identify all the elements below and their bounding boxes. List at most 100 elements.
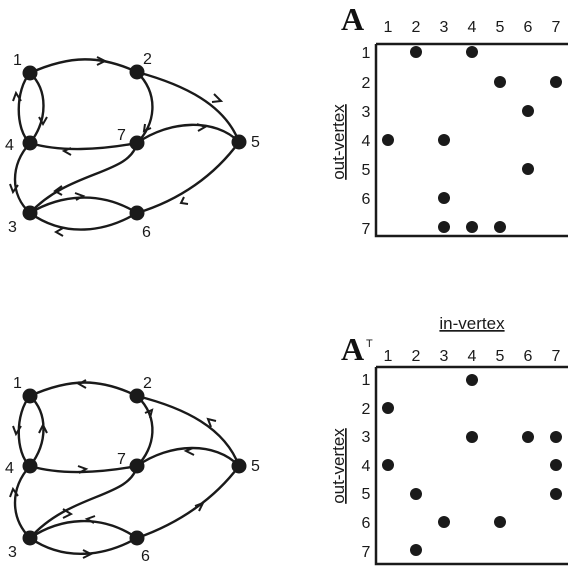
top-matrix-entry-r7-c3 [438,221,450,233]
bottom-edge-4-3 [13,465,31,539]
top-edge-7-4 [29,141,138,151]
bottom-edge-2-7 [136,395,154,467]
bottom-matrix-entry-r5-c7 [550,488,562,500]
top-col-label: 6 [524,19,533,36]
bottom-graph-arrowheads [9,379,217,559]
top-node-6 [129,205,145,221]
bottom-node-label-1: 1 [13,375,22,392]
top-col-label: 2 [412,19,421,36]
bottom-row-labels: 1 2 3 4 5 6 7 [362,372,371,561]
top-edge-1-4 [17,72,31,144]
top-node-5 [231,134,247,150]
top-node-3 [22,205,38,221]
bottom-matrix-entry-r3-c7 [550,431,562,443]
top-row-label: 7 [362,221,371,238]
top-matrix-entry-r6-c3 [438,192,450,204]
bottom-matrix-entry-r1-c4 [466,374,478,386]
top-row-label: 1 [362,45,371,62]
bottom-edge-3-6-lower [29,536,138,556]
bottom-node-1 [22,388,38,404]
bottom-edge-2-5 [136,394,241,467]
top-matrix: A 1 2 3 4 5 6 7 1 2 3 4 5 6 7 out-vertex [329,1,568,238]
bottom-col-header-label: in-vertex [439,314,505,333]
top-matrix-entry-r7-c4 [466,221,478,233]
bottom-node-label-2: 2 [143,375,152,392]
bottom-edge-5-6 [136,465,240,540]
bottom-node-5 [231,458,247,474]
top-node-label-2: 2 [143,51,152,68]
bottom-matrix-superscript: T [366,338,373,350]
bottom-col-label: 1 [384,348,393,365]
bottom-edge-6-3-upper [29,519,138,539]
top-matrix-entry-r2-c7 [550,76,562,88]
bottom-matrix-entry-r6-c5 [494,516,506,528]
bottom-node-label-6: 6 [141,548,150,565]
bottom-edge-1-2 [29,381,138,398]
top-node-label-4: 4 [5,137,14,154]
bottom-matrix-entry-r2-c1 [382,402,394,414]
top-edge-4-1 [29,72,45,144]
bottom-col-label: 6 [524,348,533,365]
bottom-node-label-7: 7 [117,451,126,468]
bottom-matrix: in-vertex A T 1 2 3 4 5 6 7 1 2 3 4 5 6 … [329,314,568,566]
top-node-label-5: 5 [251,134,260,151]
bottom-graph [13,381,241,556]
top-matrix-frame [374,42,568,238]
top-nodes [22,64,247,221]
bottom-nodes [22,388,247,546]
top-col-labels: 1 2 3 4 5 6 7 [384,19,561,36]
bottom-node-label-4: 4 [5,460,14,477]
bottom-node-3 [22,530,38,546]
bottom-edge-4-1 [29,395,45,467]
bottom-matrix-entry-r3-c4 [466,431,478,443]
top-matrix-entry-r1-c4 [466,46,478,58]
bottom-col-label: 4 [468,348,477,365]
top-edge-7-5 [136,123,240,144]
top-node-7 [129,135,145,151]
top-edge-7-3 [29,142,139,214]
top-matrix-entries [382,46,562,233]
bottom-matrix-entry-r7-c2 [410,544,422,556]
top-matrix-entry-r4-c1 [382,134,394,146]
top-edge-2-5 [136,70,241,143]
bottom-matrix-frame [374,365,568,566]
top-graph [13,58,241,231]
bottom-node-2 [129,388,145,404]
top-col-label: 3 [440,19,449,36]
top-edge-5-6 [136,141,240,215]
bottom-col-label: 2 [412,348,421,365]
top-row-label: 4 [362,133,371,150]
bottom-col-label: 5 [496,348,505,365]
top-edge-3-6-lower [29,211,138,231]
top-edge-4-3 [13,142,31,214]
top-col-label: 7 [552,19,561,36]
top-matrix-symbol: A [341,1,364,37]
top-row-label: 2 [362,75,371,92]
top-matrix-entry-r2-c5 [494,76,506,88]
top-node-2 [129,64,145,80]
bottom-row-axis-label: out-vertex [329,428,348,504]
top-node-label-3: 3 [8,219,17,236]
top-col-label: 1 [384,19,393,36]
bottom-matrix-entry-r5-c2 [410,488,422,500]
top-node-4 [22,135,38,151]
top-row-label: 5 [362,162,371,179]
bottom-node-6 [129,530,145,546]
top-col-label: 5 [496,19,505,36]
bottom-row-label: 7 [362,544,371,561]
bottom-row-label: 3 [362,429,371,446]
top-node-label-1: 1 [13,52,22,69]
bottom-matrix-entry-r4-c7 [550,459,562,471]
bottom-edge-1-4 [17,395,31,467]
top-node-label-6: 6 [142,224,151,241]
bottom-matrix-symbol: A [341,331,364,367]
top-graph-arrowheads [9,56,224,237]
bottom-node-7 [129,458,145,474]
top-edge-2-7 [136,71,154,144]
bottom-matrix-entry-r6-c3 [438,516,450,528]
top-row-labels: 1 2 3 4 5 6 7 [362,45,371,238]
bottom-node-label-5: 5 [251,458,260,475]
bottom-node-labels: 1 2 3 4 5 6 7 [5,375,260,565]
bottom-row-label: 5 [362,486,371,503]
